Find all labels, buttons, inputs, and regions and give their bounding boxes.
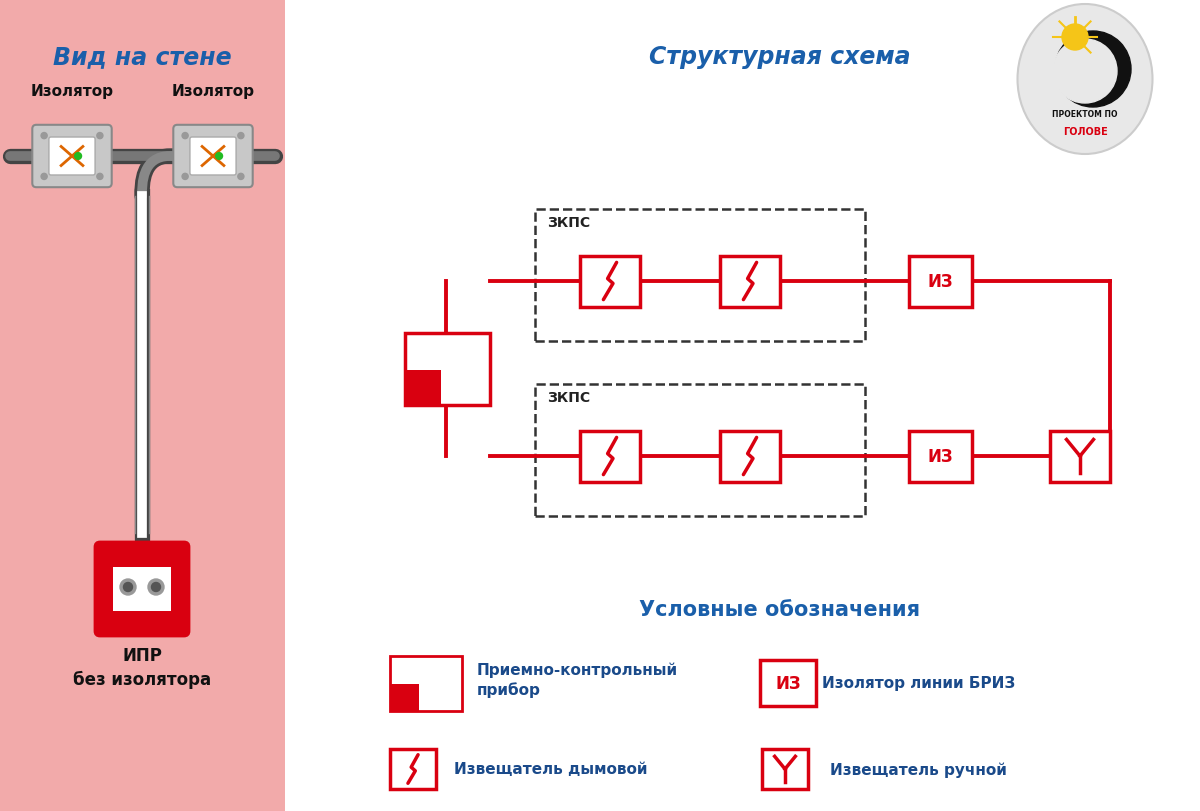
Circle shape — [124, 583, 132, 592]
Text: ИЗ: ИЗ — [775, 674, 800, 692]
Circle shape — [120, 579, 136, 595]
Text: Изолятор: Изолятор — [172, 84, 254, 99]
Text: ЗКПС: ЗКПС — [547, 391, 590, 405]
Ellipse shape — [1018, 5, 1152, 155]
Text: ГОЛОВЕ: ГОЛОВЕ — [1063, 127, 1108, 137]
Circle shape — [151, 583, 161, 592]
Circle shape — [1054, 40, 1117, 104]
Circle shape — [1055, 32, 1132, 108]
Bar — [406, 333, 490, 406]
Text: Приемно-контрольный
прибор: Приемно-контрольный прибор — [478, 662, 678, 697]
Bar — [390, 655, 462, 710]
Circle shape — [238, 133, 244, 139]
Circle shape — [216, 153, 222, 161]
Text: Изолятор: Изолятор — [30, 84, 114, 99]
FancyBboxPatch shape — [49, 138, 95, 176]
Text: ИЗ: ИЗ — [928, 272, 953, 290]
Bar — [580, 431, 640, 482]
Text: Условные обозначения: Условные обозначения — [640, 599, 920, 620]
Bar — [908, 256, 972, 307]
Bar — [114, 568, 170, 611]
Bar — [390, 749, 436, 788]
Text: ИПР
без изолятора: ИПР без изолятора — [73, 646, 211, 688]
Circle shape — [74, 153, 82, 161]
Circle shape — [148, 579, 164, 595]
Text: Извещатель ручной: Извещатель ручной — [830, 762, 1007, 777]
Bar — [535, 210, 865, 341]
Circle shape — [41, 133, 47, 139]
Bar — [535, 384, 865, 517]
Bar — [1050, 431, 1110, 482]
Circle shape — [182, 174, 188, 180]
Text: ПРОЕКТОМ ПО: ПРОЕКТОМ ПО — [1052, 110, 1117, 119]
FancyBboxPatch shape — [32, 126, 112, 188]
Text: Структурная схема: Структурная схема — [649, 45, 911, 69]
Circle shape — [97, 174, 103, 180]
Circle shape — [1062, 25, 1088, 51]
Text: ЗКПС: ЗКПС — [547, 216, 590, 230]
Circle shape — [182, 133, 188, 139]
Text: Вид на стене: Вид на стене — [53, 45, 232, 69]
Bar — [406, 371, 440, 406]
Circle shape — [97, 133, 103, 139]
Circle shape — [238, 174, 244, 180]
Bar — [762, 749, 808, 788]
Text: ИЗ: ИЗ — [928, 448, 953, 466]
Circle shape — [41, 174, 47, 180]
FancyBboxPatch shape — [190, 138, 236, 176]
Text: Изолятор линии БРИЗ: Изолятор линии БРИЗ — [822, 676, 1015, 691]
Bar — [908, 431, 972, 482]
Bar — [580, 256, 640, 307]
Bar — [760, 660, 816, 706]
Bar — [390, 684, 419, 710]
FancyBboxPatch shape — [173, 126, 253, 188]
Bar — [720, 256, 780, 307]
Polygon shape — [0, 0, 286, 811]
FancyBboxPatch shape — [95, 543, 190, 636]
Text: Извещатель дымовой: Извещатель дымовой — [454, 762, 648, 777]
Bar — [720, 431, 780, 482]
